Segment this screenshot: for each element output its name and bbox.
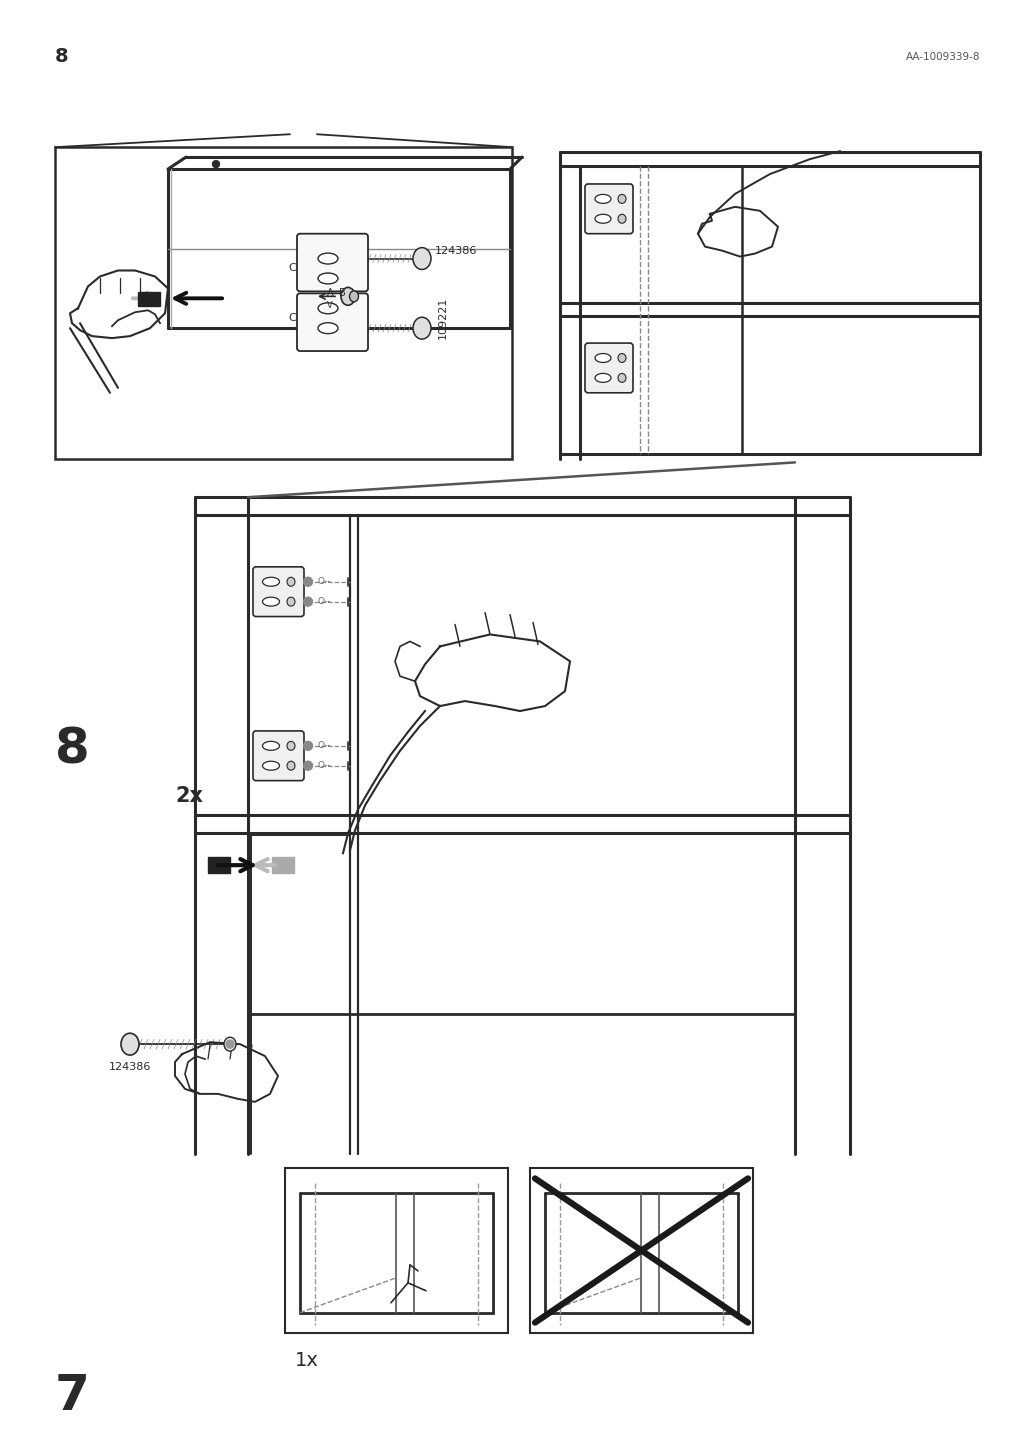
Ellipse shape — [618, 215, 626, 223]
FancyBboxPatch shape — [584, 344, 632, 392]
FancyBboxPatch shape — [584, 183, 632, 233]
Text: 1x: 1x — [295, 1350, 318, 1370]
Ellipse shape — [594, 374, 611, 382]
Text: O--: O-- — [317, 597, 332, 606]
Text: 2x: 2x — [175, 786, 203, 806]
Bar — [530, 1169, 752, 1333]
Bar — [55, 147, 512, 460]
FancyBboxPatch shape — [253, 567, 303, 617]
Ellipse shape — [262, 742, 279, 750]
Text: AA-1009339-8: AA-1009339-8 — [905, 52, 979, 62]
Ellipse shape — [618, 374, 626, 382]
Ellipse shape — [594, 354, 611, 362]
FancyBboxPatch shape — [296, 233, 368, 291]
Ellipse shape — [618, 195, 626, 203]
Text: 109221: 109221 — [438, 296, 448, 339]
Text: 8: 8 — [55, 47, 69, 66]
Circle shape — [303, 742, 312, 750]
FancyBboxPatch shape — [296, 294, 368, 351]
Text: C: C — [288, 314, 295, 324]
Circle shape — [303, 577, 312, 586]
Text: B: B — [339, 288, 345, 298]
Ellipse shape — [412, 318, 431, 339]
Text: 8: 8 — [55, 726, 90, 773]
Text: 124386: 124386 — [109, 1063, 151, 1073]
Circle shape — [303, 597, 312, 606]
Ellipse shape — [121, 1034, 139, 1055]
Bar — [208, 858, 229, 874]
Ellipse shape — [223, 1037, 236, 1051]
Text: C: C — [288, 263, 295, 274]
Ellipse shape — [317, 302, 338, 314]
Ellipse shape — [594, 195, 611, 203]
Ellipse shape — [594, 215, 611, 223]
Bar — [137, 292, 160, 306]
Text: O--: O-- — [317, 742, 332, 750]
Ellipse shape — [287, 577, 295, 586]
Text: O--: O-- — [317, 577, 332, 586]
Text: O--: O-- — [317, 762, 332, 770]
Circle shape — [225, 1040, 234, 1048]
Ellipse shape — [317, 274, 338, 284]
Text: V: V — [327, 301, 333, 309]
Ellipse shape — [341, 288, 355, 305]
Ellipse shape — [317, 253, 338, 263]
Ellipse shape — [262, 577, 279, 586]
Text: A: A — [327, 288, 333, 298]
Circle shape — [303, 762, 312, 770]
Ellipse shape — [412, 248, 431, 269]
Bar — [272, 858, 294, 874]
FancyBboxPatch shape — [253, 730, 303, 780]
Ellipse shape — [618, 354, 626, 362]
Text: 7: 7 — [55, 1372, 90, 1421]
Ellipse shape — [287, 762, 295, 770]
Ellipse shape — [262, 762, 279, 770]
Ellipse shape — [287, 597, 295, 606]
Ellipse shape — [349, 291, 358, 302]
Circle shape — [212, 160, 219, 168]
Bar — [285, 1169, 508, 1333]
Text: 124386: 124386 — [435, 246, 477, 255]
Ellipse shape — [287, 742, 295, 750]
Ellipse shape — [317, 322, 338, 334]
Ellipse shape — [262, 597, 279, 606]
